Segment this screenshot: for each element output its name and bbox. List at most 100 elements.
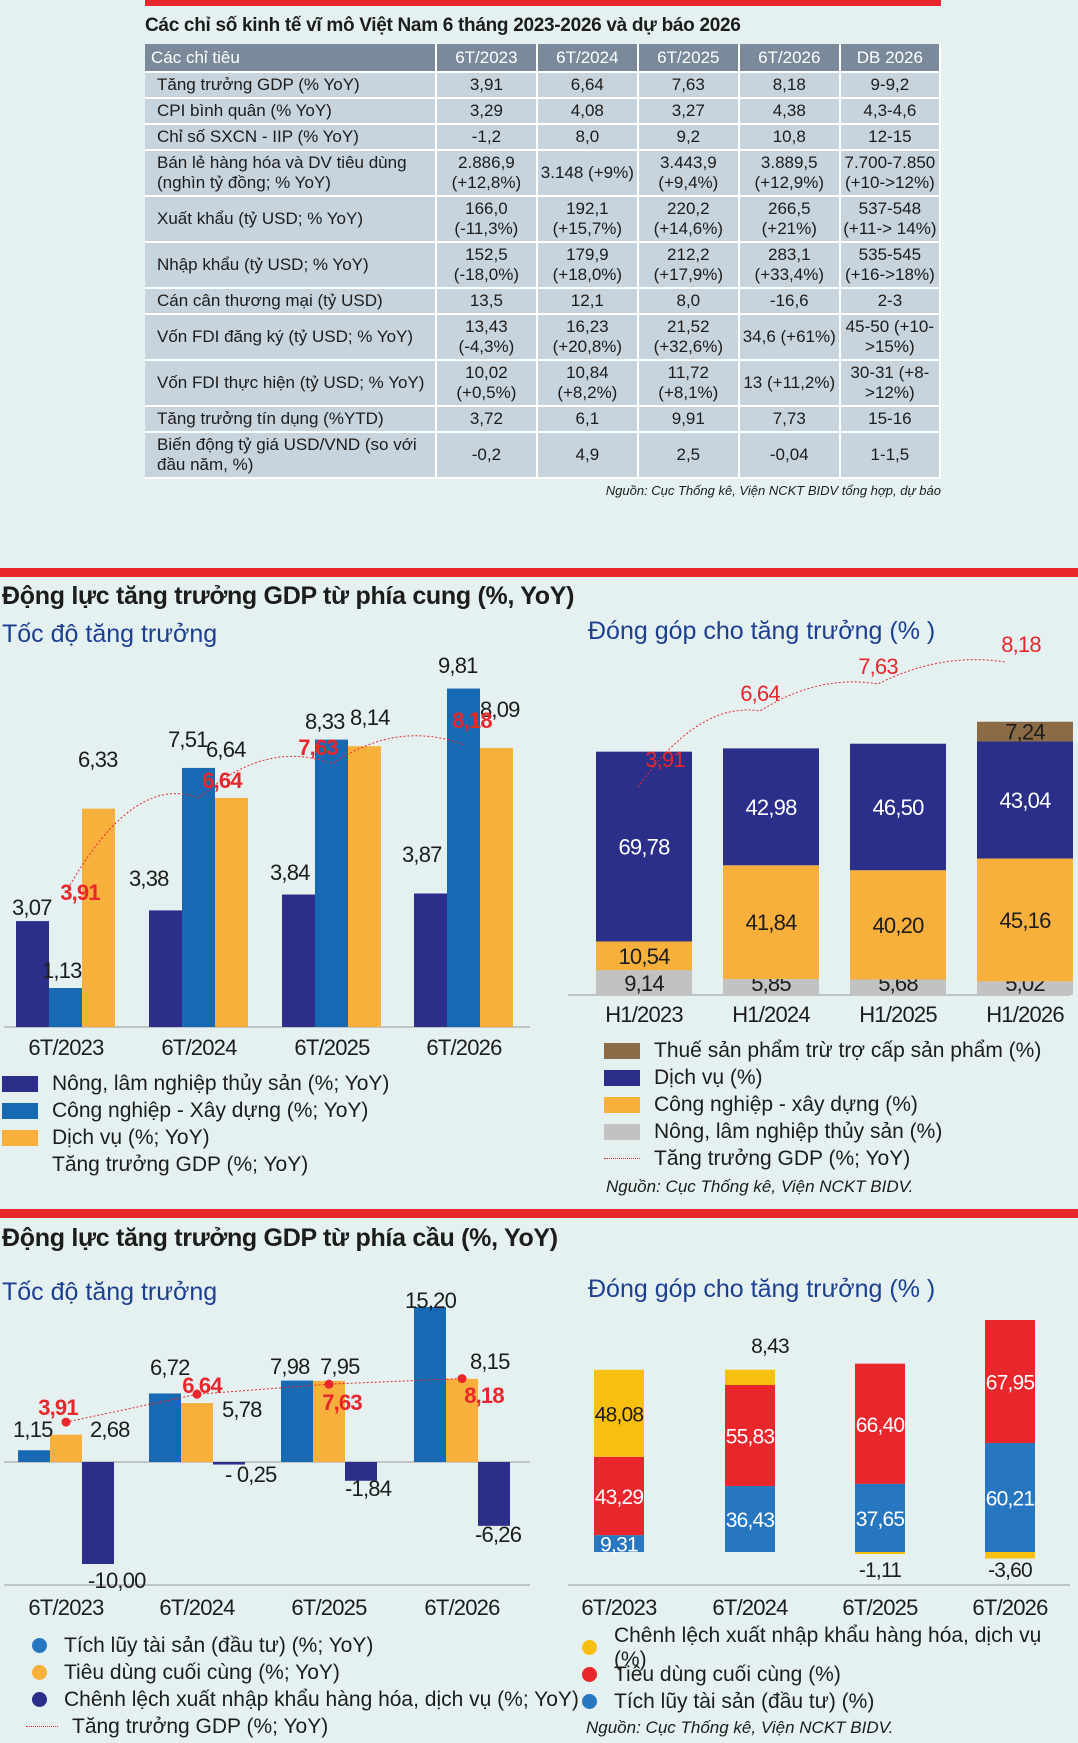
segment-label: 67,95 bbox=[986, 1372, 1035, 1395]
demand-left-title: Tốc độ tăng trưởng bbox=[2, 1278, 218, 1306]
table-header-cell: 6T/2026 bbox=[738, 44, 841, 73]
bar bbox=[345, 1462, 377, 1481]
row-label: Tăng trưởng GDP (% YoY) bbox=[145, 72, 437, 99]
legend-label: Nông, lâm nghiệp thủy sản (%; YoY) bbox=[52, 1071, 390, 1095]
supply-left-legend: Nông, lâm nghiệp thủy sản (%; YoY) Công … bbox=[2, 1070, 389, 1178]
table-cell: 12-15 bbox=[839, 124, 942, 151]
data-label: 7,95 bbox=[320, 1354, 360, 1379]
legend-label: Công nghiệp - Xây dựng (%; YoY) bbox=[52, 1098, 369, 1122]
demand-left-legend: Tích lũy tài sản (đầu tư) (%; YoY) Tiêu … bbox=[26, 1632, 579, 1740]
bar bbox=[182, 767, 215, 1027]
x-tick-label: 6T/2024 bbox=[161, 1035, 237, 1060]
legend-label: Chênh lệch xuất nhập khẩu hàng hóa, dịch… bbox=[64, 1687, 579, 1711]
segment-label: 46,50 bbox=[872, 795, 924, 820]
table-cell: -0,04 bbox=[738, 432, 841, 479]
legend-dot bbox=[582, 1667, 597, 1682]
table-cell: 7,73 bbox=[738, 406, 841, 433]
row-label: Vốn FDI đăng ký (tỷ USD; % YoY) bbox=[145, 314, 437, 361]
legend-label: Tiêu dùng cuối cùng (%; YoY) bbox=[64, 1660, 340, 1684]
stacked-segment bbox=[594, 1535, 644, 1552]
table-cell: 3,91 bbox=[435, 72, 538, 99]
table-cell: 10,8 bbox=[738, 124, 841, 151]
gdp-line bbox=[65, 1378, 463, 1423]
table-cell: 8,0 bbox=[536, 124, 639, 151]
legend-line bbox=[604, 1158, 640, 1159]
legend-line bbox=[26, 1726, 58, 1727]
table-row: Chỉ số SXCN - IIP (% YoY) -1,2 8,0 9,2 10,8 1… bbox=[145, 124, 942, 151]
legend-item: Nông, lâm nghiệp thủy sản (%) bbox=[604, 1118, 1041, 1145]
supply-source: Nguồn: Cục Thống kê, Viện NCKT BIDV. bbox=[606, 1177, 914, 1196]
x-tick-label: 6T/2026 bbox=[972, 1595, 1048, 1620]
table-cell: 2,5 bbox=[637, 432, 740, 479]
segment-label: 45,16 bbox=[999, 908, 1051, 933]
data-label: 1,15 bbox=[13, 1417, 53, 1442]
data-label: 3,38 bbox=[129, 866, 169, 891]
stacked-segment bbox=[977, 981, 1073, 995]
demand-right-legend: Chênh lệch xuất nhập khẩu hàng hóa, dịch… bbox=[582, 1624, 1078, 1715]
data-label: 15,20 bbox=[405, 1288, 457, 1313]
stacked-segment bbox=[985, 1552, 1035, 1559]
x-tick-label: H1/2026 bbox=[986, 1002, 1064, 1027]
segment-label: 42,98 bbox=[745, 795, 797, 820]
gdp-label: 8,18 bbox=[464, 1383, 504, 1408]
table-cell: 6,64 bbox=[536, 72, 639, 99]
table-cell: 21,52 (+32,6%) bbox=[637, 314, 740, 361]
gdp-label: 3,91 bbox=[645, 747, 685, 772]
bar bbox=[149, 1393, 181, 1462]
data-label: 8,15 bbox=[470, 1349, 510, 1374]
segment-label: 41,84 bbox=[745, 910, 797, 935]
row-label: Nhập khẩu (tỷ USD; % YoY) bbox=[145, 242, 437, 289]
bar bbox=[348, 746, 381, 1027]
x-tick-label: H1/2025 bbox=[859, 1002, 937, 1027]
data-label: 3,84 bbox=[270, 860, 310, 885]
table-cell: -1,2 bbox=[435, 124, 538, 151]
table-header-row: Các chỉ tiêu 6T/2023 6T/2024 6T/2025 6T/2026… bbox=[145, 44, 942, 73]
table-title: Các chỉ số kinh tế vĩ mô Việt Nam 6 thán… bbox=[145, 15, 741, 36]
table-cell: 6,1 bbox=[536, 406, 639, 433]
supply-left-title: Tốc độ tăng trưởng bbox=[2, 620, 218, 648]
table-cell: 3.889,5 (+12,9%) bbox=[738, 150, 841, 197]
table-cell: 9,2 bbox=[637, 124, 740, 151]
legend-item: Tích lũy tài sản (đầu tư) (%) bbox=[582, 1688, 1078, 1715]
table-cell: 283,1 (+33,4%) bbox=[738, 242, 841, 289]
table-cell: 266,5 (+21%) bbox=[738, 196, 841, 243]
legend-dot bbox=[582, 1694, 597, 1709]
stacked-segment bbox=[855, 1483, 905, 1552]
legend-item: Chênh lệch xuất nhập khẩu hàng hóa, dịch… bbox=[32, 1686, 579, 1713]
table-row: Vốn FDI thực hiện (tỷ USD; % YoY) 10,02 (… bbox=[145, 360, 942, 407]
table-row: Tăng trưởng GDP (% YoY) 3,91 6,64 7,63 8,18 9… bbox=[145, 72, 942, 99]
legend-dot bbox=[582, 1640, 597, 1655]
gdp-line bbox=[637, 659, 1006, 788]
table-header-cell: 6T/2024 bbox=[536, 44, 639, 73]
legend-item: Dịch vụ (%; YoY) bbox=[2, 1124, 389, 1151]
demand-title: Động lực tăng trưởng GDP từ phía cầu (%,… bbox=[2, 1224, 558, 1252]
table-row: Biến động tỷ giá USD/VND (so với đầu năm… bbox=[145, 432, 942, 479]
stacked-segment bbox=[596, 751, 692, 942]
legend-item: Chênh lệch xuất nhập khẩu hàng hóa, dịch… bbox=[582, 1624, 1078, 1671]
table-cell: 9-9,2 bbox=[839, 72, 942, 99]
legend-label: Tích lũy tài sản (đầu tư) (%; YoY) bbox=[64, 1633, 374, 1657]
data-label: 2,68 bbox=[90, 1417, 130, 1442]
gdp-label: 3,91 bbox=[60, 880, 100, 905]
x-tick-label: H1/2023 bbox=[605, 1002, 683, 1027]
x-tick-label: 6T/2023 bbox=[581, 1595, 657, 1620]
data-label: -6,26 bbox=[475, 1522, 522, 1547]
bar bbox=[215, 797, 248, 1027]
legend-dot bbox=[32, 1638, 47, 1653]
data-label: 8,33 bbox=[305, 709, 345, 734]
table-header-cell: Các chỉ tiêu bbox=[145, 44, 437, 73]
table-cell: 166,0 (-11,3%) bbox=[435, 196, 538, 243]
legend-item: Tiêu dùng cuối cùng (%; YoY) bbox=[32, 1659, 579, 1686]
data-label: 3,07 bbox=[12, 895, 52, 920]
data-label: 5,78 bbox=[222, 1397, 262, 1422]
legend-swatch bbox=[604, 1069, 640, 1086]
gdp-label: 7,63 bbox=[298, 735, 338, 760]
table-body: Tăng trưởng GDP (% YoY) 3,91 6,64 7,63 8,18 9… bbox=[145, 72, 942, 479]
segment-label: 37,65 bbox=[856, 1508, 905, 1531]
bar bbox=[18, 1450, 50, 1462]
legend-label: Công nghiệp - xây dựng (%) bbox=[654, 1092, 918, 1116]
row-label: Cán cân thương mại (tỷ USD) bbox=[145, 288, 437, 315]
demand-rule bbox=[0, 1209, 1078, 1218]
row-label: Chỉ số SXCN - IIP (% YoY) bbox=[145, 124, 437, 151]
legend-label: Tăng trưởng GDP (%; YoY) bbox=[654, 1146, 911, 1170]
